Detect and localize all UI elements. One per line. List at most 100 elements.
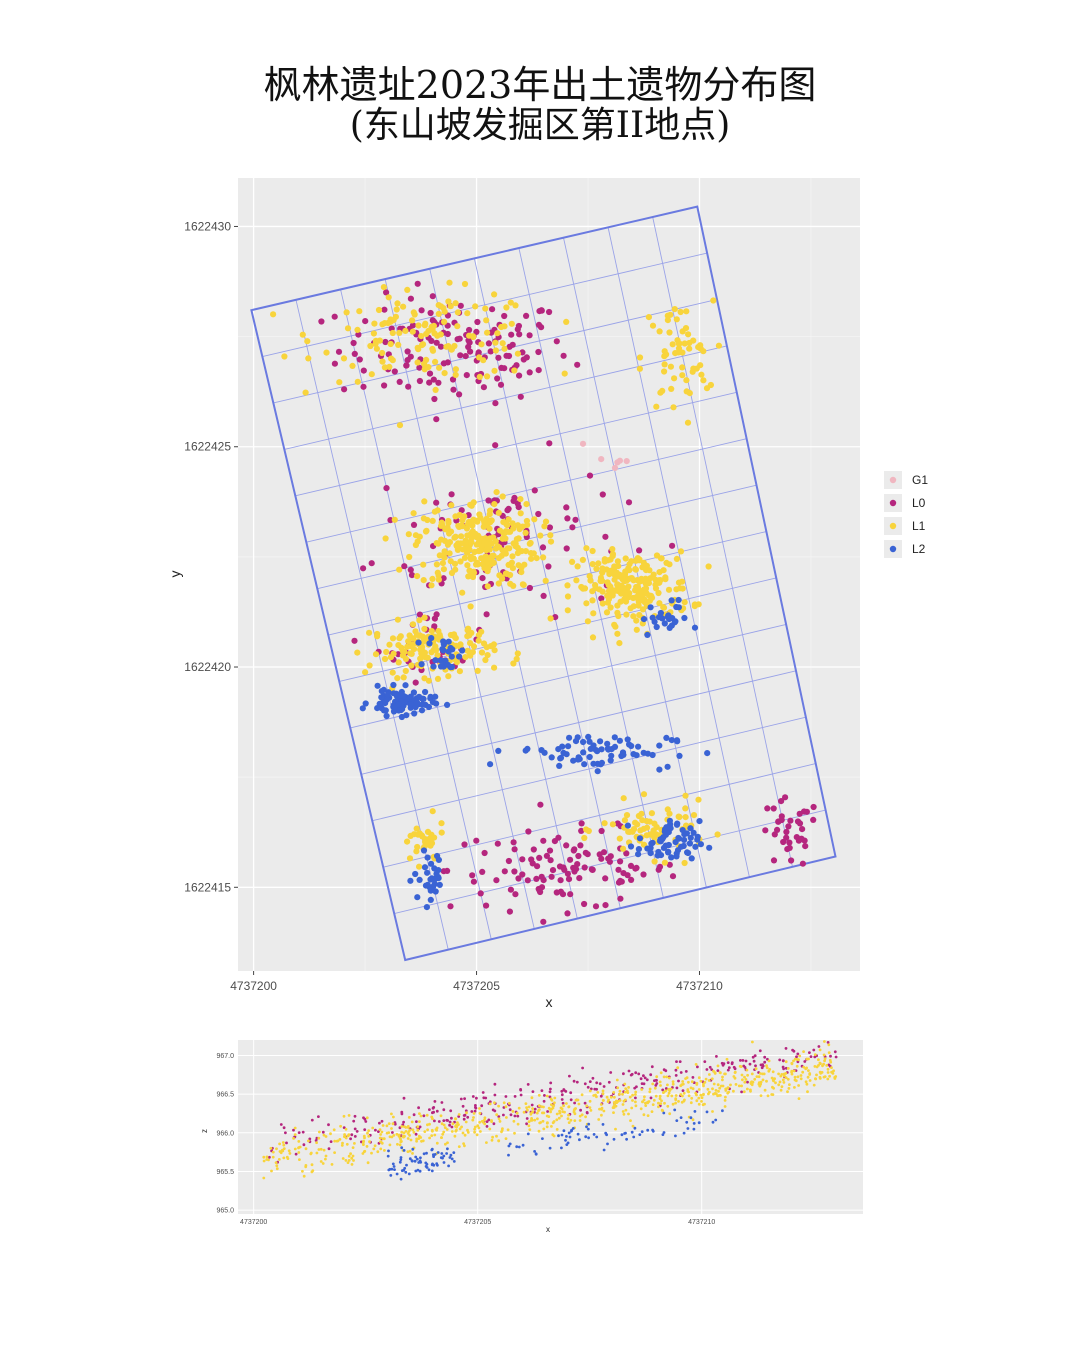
profile-point-L1 xyxy=(428,1136,431,1140)
point-L1 xyxy=(380,284,387,291)
profile-point-L0 xyxy=(485,1125,489,1128)
legend-label: L2 xyxy=(912,542,926,556)
profile-point-L1 xyxy=(524,1102,528,1105)
profile-point-L0 xyxy=(758,1049,762,1053)
point-L2 xyxy=(675,604,683,611)
profile-point-L1 xyxy=(793,1075,797,1079)
profile-point-L2 xyxy=(601,1123,605,1126)
profile-point-L0 xyxy=(607,1080,611,1084)
profile-point-L1 xyxy=(351,1154,355,1158)
profile-point-L1 xyxy=(657,1105,660,1109)
point-L2 xyxy=(423,904,430,911)
profile-point-L1 xyxy=(799,1077,803,1081)
point-L1 xyxy=(609,546,616,553)
point-L1 xyxy=(441,370,448,377)
point-L0 xyxy=(794,818,802,825)
point-L2 xyxy=(586,738,593,745)
profile-point-L1 xyxy=(634,1100,637,1104)
profile-point-L1 xyxy=(634,1090,638,1094)
profile-point-L0 xyxy=(588,1080,592,1083)
profile-point-L1 xyxy=(648,1087,652,1091)
point-L1 xyxy=(429,517,436,524)
point-L1 xyxy=(586,573,593,580)
point-L2 xyxy=(432,693,439,700)
profile-point-L1 xyxy=(528,1128,532,1131)
point-L2 xyxy=(675,596,682,604)
profile-point-L1 xyxy=(542,1127,546,1131)
profile-point-L0 xyxy=(579,1108,582,1112)
point-L0 xyxy=(450,386,457,393)
profile-point-L0 xyxy=(504,1095,508,1098)
profile-point-L0 xyxy=(782,1067,785,1071)
point-L1 xyxy=(396,422,404,429)
point-L2 xyxy=(665,612,672,619)
profile-point-L1 xyxy=(594,1093,597,1097)
point-L2 xyxy=(410,689,417,696)
profile-point-L1 xyxy=(712,1082,716,1086)
profile-point-L1 xyxy=(666,1083,669,1087)
point-L2 xyxy=(676,752,683,760)
point-L1 xyxy=(656,600,663,607)
point-L2 xyxy=(665,848,672,855)
point-L0 xyxy=(537,801,544,808)
profile-point-L1 xyxy=(628,1095,632,1099)
profile-point-L1 xyxy=(826,1067,830,1071)
point-L1 xyxy=(682,814,689,821)
point-L1 xyxy=(457,558,464,565)
profile-point-L1 xyxy=(553,1096,557,1100)
profile-point-L1 xyxy=(400,1130,404,1134)
profile-point-L2 xyxy=(452,1151,456,1154)
point-L1 xyxy=(621,596,628,603)
profile-point-L2 xyxy=(508,1142,512,1146)
point-G1 xyxy=(616,457,624,464)
point-L2 xyxy=(407,877,414,884)
point-L1 xyxy=(411,831,418,838)
profile-point-L2 xyxy=(403,1166,407,1170)
profile-point-L0 xyxy=(664,1087,668,1090)
point-L2 xyxy=(524,745,531,753)
point-L0 xyxy=(404,348,411,355)
point-L1 xyxy=(479,561,486,568)
point-L1 xyxy=(409,621,417,628)
profile-view-scatter-plot: 4737200 4737205 4737210965.0965.5966.0966.… xyxy=(200,1040,863,1234)
profile-point-L2 xyxy=(560,1146,563,1150)
profile-point-L1 xyxy=(378,1128,382,1131)
profile-point-L1 xyxy=(478,1120,482,1124)
profile-point-L2 xyxy=(632,1135,636,1139)
profile-point-L1 xyxy=(690,1096,694,1100)
point-L0 xyxy=(418,307,425,314)
point-L1 xyxy=(429,808,436,815)
point-L1 xyxy=(421,366,428,373)
profile-point-L1 xyxy=(293,1133,297,1136)
point-L1 xyxy=(667,363,675,370)
point-L0 xyxy=(563,504,570,511)
profile-point-L1 xyxy=(339,1124,342,1128)
profile-point-L0 xyxy=(463,1113,467,1117)
point-L0 xyxy=(571,846,578,853)
profile-point-L1 xyxy=(779,1074,783,1078)
profile-point-L1 xyxy=(724,1095,727,1099)
point-L0 xyxy=(623,850,630,857)
profile-point-L0 xyxy=(796,1052,800,1056)
profile-point-L1 xyxy=(292,1137,295,1140)
profile-point-L1 xyxy=(792,1069,796,1073)
profile-point-L0 xyxy=(353,1135,357,1138)
point-L1 xyxy=(386,641,393,648)
point-L1 xyxy=(445,343,452,350)
point-L0 xyxy=(528,856,535,863)
profile-point-L0 xyxy=(817,1045,821,1048)
point-L0 xyxy=(600,849,608,856)
point-L0 xyxy=(540,877,547,884)
point-L0 xyxy=(526,584,534,592)
point-L0 xyxy=(636,547,643,554)
profile-point-L1 xyxy=(463,1144,466,1148)
point-L0 xyxy=(356,356,363,363)
point-L1 xyxy=(421,322,428,329)
point-L1 xyxy=(451,534,458,541)
plan-points xyxy=(270,279,817,925)
profile-point-L1 xyxy=(658,1094,662,1098)
point-L0 xyxy=(454,336,461,343)
point-L0 xyxy=(506,908,513,915)
point-L0 xyxy=(549,867,557,874)
profile-point-L1 xyxy=(725,1057,729,1061)
